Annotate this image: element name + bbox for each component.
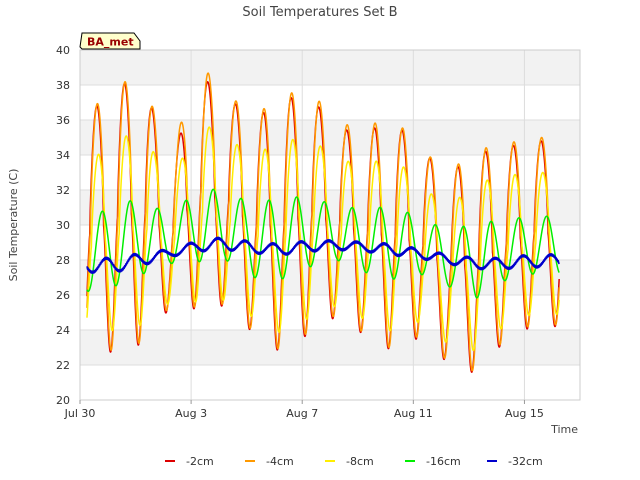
y-tick-label: 40 — [56, 44, 70, 57]
legend-label: -16cm — [426, 455, 461, 468]
y-tick-label: 34 — [56, 149, 70, 162]
badge-label: BA_met — [87, 36, 134, 49]
y-tick-label: 26 — [56, 289, 70, 302]
plot-band — [80, 330, 580, 365]
x-tick-label: Aug 3 — [175, 407, 207, 420]
y-tick-label: 22 — [56, 359, 70, 372]
chart-title: Soil Temperatures Set B — [242, 5, 397, 20]
y-axis-label: Soil Temperature (C) — [7, 169, 20, 282]
y-tick-label: 24 — [56, 324, 70, 337]
series-line-minus-16cm — [86, 188, 560, 299]
x-tick-label: Aug 11 — [394, 407, 433, 420]
legend-label: -2cm — [186, 455, 214, 468]
x-axis-label: Time — [550, 423, 578, 436]
y-tick-label: 20 — [56, 394, 70, 407]
legend-label: -4cm — [266, 455, 294, 468]
y-tick-label: 28 — [56, 254, 70, 267]
plot-band — [80, 120, 580, 155]
x-tick-label: Aug 15 — [505, 407, 544, 420]
y-tick-label: 38 — [56, 79, 70, 92]
series-line-minus-4cm — [86, 72, 560, 372]
badge-shape — [79, 32, 141, 50]
y-tick-label: 32 — [56, 184, 70, 197]
y-tick-label: 30 — [56, 219, 70, 232]
station-badge: BA_met — [79, 32, 141, 50]
series-line-minus-32cm — [86, 236, 560, 274]
plot-border — [79, 49, 581, 401]
legend: -2cm -4cm -8cm -16cm -32cm — [165, 455, 543, 468]
series-line-minus-8cm — [86, 126, 560, 352]
x-tick-label: Aug 7 — [286, 407, 318, 420]
legend-label: -32cm — [508, 455, 543, 468]
series-lines — [86, 72, 560, 373]
legend-label: -8cm — [346, 455, 374, 468]
y-tick-label: 36 — [56, 114, 70, 127]
x-tick-label: Jul 30 — [64, 407, 96, 420]
x-axis-ticks: Jul 30 Aug 3 Aug 7 Aug 11 Aug 15 — [64, 400, 544, 420]
plot-band — [80, 50, 580, 85]
y-axis-ticks: 20 22 24 26 28 30 32 34 36 38 40 — [56, 44, 70, 407]
